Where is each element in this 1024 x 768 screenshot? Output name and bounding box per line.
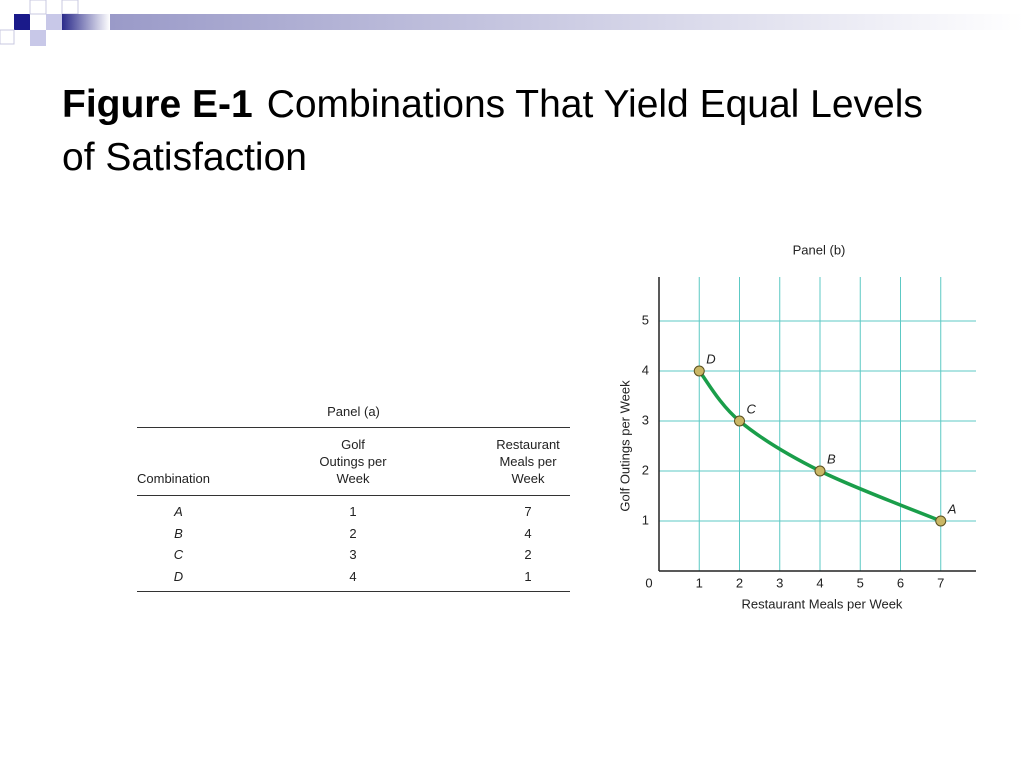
header-bar xyxy=(110,14,1024,30)
x-tick-label: 7 xyxy=(937,575,944,590)
column-header: Combination xyxy=(137,428,220,496)
x-tick-label: 2 xyxy=(736,575,743,590)
table-cell: 2 xyxy=(349,525,357,541)
column-header-text: Restaurant Meals per Week xyxy=(496,437,560,486)
table-cell: 4 xyxy=(524,525,532,541)
table: Combination Golf Outings per Week Restau… xyxy=(137,428,570,592)
table-title: Panel (a) xyxy=(137,402,570,428)
table-panel: Panel (a) Combination Golf Outings per W… xyxy=(137,402,570,592)
table-row: C 3 2 xyxy=(137,544,570,566)
table-cell: B xyxy=(174,525,183,541)
x-tick-label: 5 xyxy=(857,575,864,590)
point xyxy=(814,465,826,477)
point-label: B xyxy=(827,451,836,466)
column-header-text: Golf Outings per Week xyxy=(319,437,387,486)
table-cell: 4 xyxy=(220,565,486,592)
slide-title: Figure E-1 Combinations That Yield Equal … xyxy=(62,78,962,184)
chart-title: Panel (b) xyxy=(793,242,846,257)
x-tick-label: 3 xyxy=(776,575,783,590)
table-row: A 1 7 xyxy=(137,496,570,523)
table-cell: 7 xyxy=(524,504,532,519)
x-tick-label: 0 xyxy=(645,575,652,590)
table-cell: A xyxy=(174,504,183,519)
y-tick-label: 4 xyxy=(642,362,649,377)
y-tick-label: 3 xyxy=(642,412,649,427)
x-tick-label: 4 xyxy=(816,575,823,590)
point-label: D xyxy=(706,351,715,366)
figure-label: Figure E-1 xyxy=(62,83,253,126)
table-cell: 3 xyxy=(349,547,357,562)
y-tick-label: 1 xyxy=(642,512,649,527)
figure-title: Combinations That Yield Equal Levels of … xyxy=(62,83,923,179)
column-header: Golf Outings per Week xyxy=(220,428,486,496)
curve xyxy=(697,369,942,523)
y-tick-label: 5 xyxy=(642,312,649,327)
table-cell: C xyxy=(173,547,184,562)
x-axis-label: Restaurant Meals per Week xyxy=(742,596,903,611)
slide-decoration xyxy=(0,0,110,46)
table-cell: 1 xyxy=(486,565,570,592)
table-cell: 1 xyxy=(349,504,357,519)
point-label: A xyxy=(947,501,957,516)
x-tick-label: 6 xyxy=(897,575,904,590)
column-header: Restaurant Meals per Week xyxy=(486,428,570,496)
point xyxy=(734,415,745,427)
table-row: B 2 4 xyxy=(137,523,570,545)
table-cell: D xyxy=(137,565,220,592)
y-axis-label: Golf Outings per Week xyxy=(617,380,632,512)
point xyxy=(935,515,947,527)
y-tick-label: 2 xyxy=(642,462,649,477)
x-tick-label: 1 xyxy=(696,575,703,590)
table-cell: 2 xyxy=(524,547,532,562)
point xyxy=(693,365,705,377)
point-label: C xyxy=(747,401,757,416)
